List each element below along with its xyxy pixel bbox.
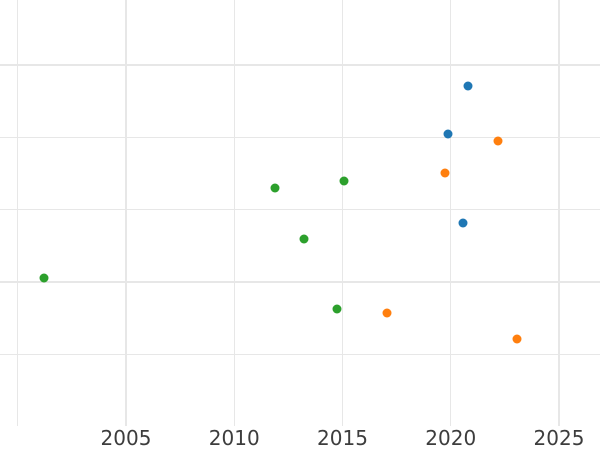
data-point-orange <box>440 168 450 178</box>
y-gridline <box>0 281 600 283</box>
data-point-orange <box>512 334 522 344</box>
x-gridline <box>233 0 235 426</box>
x-tick-label: 2025 <box>533 426 585 450</box>
data-point-green <box>332 304 342 314</box>
x-tick-label: 2010 <box>208 426 260 450</box>
data-point-blue <box>458 218 468 228</box>
x-tick-label: 2020 <box>425 426 477 450</box>
data-point-green <box>299 234 309 244</box>
data-point-orange <box>382 308 392 317</box>
data-point-green <box>339 176 349 186</box>
data-point-green <box>39 273 49 283</box>
data-point-blue <box>463 81 473 91</box>
y-gridline <box>0 136 600 138</box>
y-gridline <box>0 209 600 211</box>
data-point-blue <box>443 129 452 139</box>
data-point-orange <box>493 136 503 146</box>
x-gridline <box>558 0 560 426</box>
x-gridline <box>341 0 344 426</box>
x-tick-label: 2015 <box>317 426 368 450</box>
x-tick-label: 2005 <box>100 426 152 450</box>
x-gridline <box>17 0 19 426</box>
y-gridline <box>0 64 600 66</box>
data-point-green <box>270 183 280 193</box>
x-gridline <box>125 0 127 426</box>
x-gridline <box>450 0 452 426</box>
y-gridline <box>0 353 600 356</box>
